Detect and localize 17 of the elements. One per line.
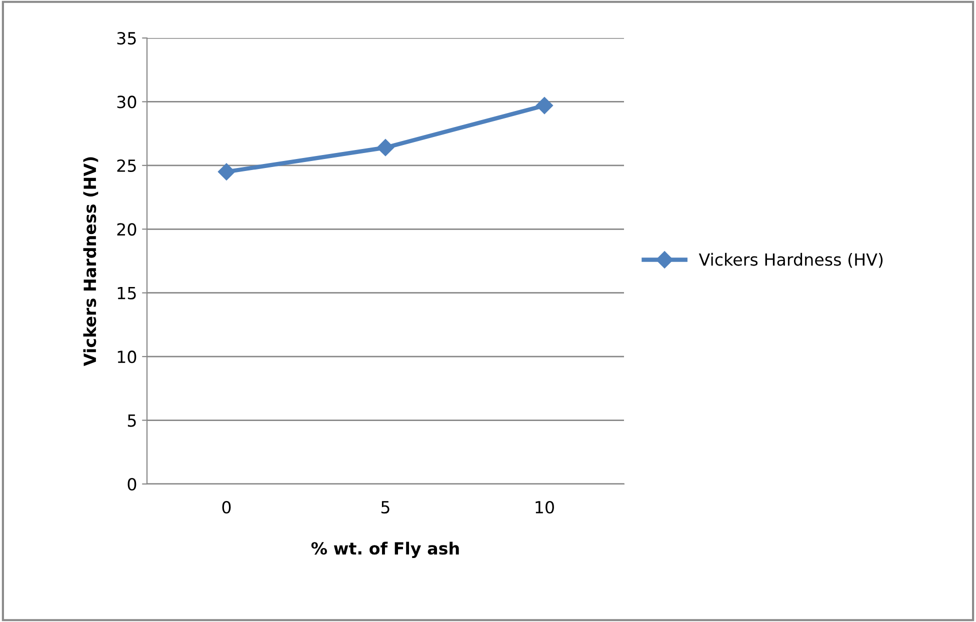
- x-axis-title: % wt. of Fly ash: [311, 542, 459, 558]
- y-tick-label: 10: [118, 350, 136, 364]
- y-tick-label: 15: [118, 287, 136, 300]
- y-tick-label: 35: [117, 32, 136, 45]
- y-axis-title: Vickers Hardness (HV): [83, 157, 98, 366]
- point: [218, 163, 236, 180]
- x-tick-label: 0: [222, 500, 231, 514]
- y-tick-label: 20: [117, 223, 136, 236]
- point: [536, 96, 554, 114]
- y-tick-label: 0: [128, 478, 136, 491]
- x-tick-label: 10: [536, 500, 554, 514]
- y-tick-label: 25: [117, 159, 136, 172]
- point: [376, 139, 394, 156]
- legend-label: Vickers Hardness (HV): [698, 252, 883, 268]
- y-tick-label: 5: [128, 414, 136, 427]
- y-tick-label: 30: [117, 96, 136, 108]
- x-tick-label: 5: [381, 501, 390, 514]
